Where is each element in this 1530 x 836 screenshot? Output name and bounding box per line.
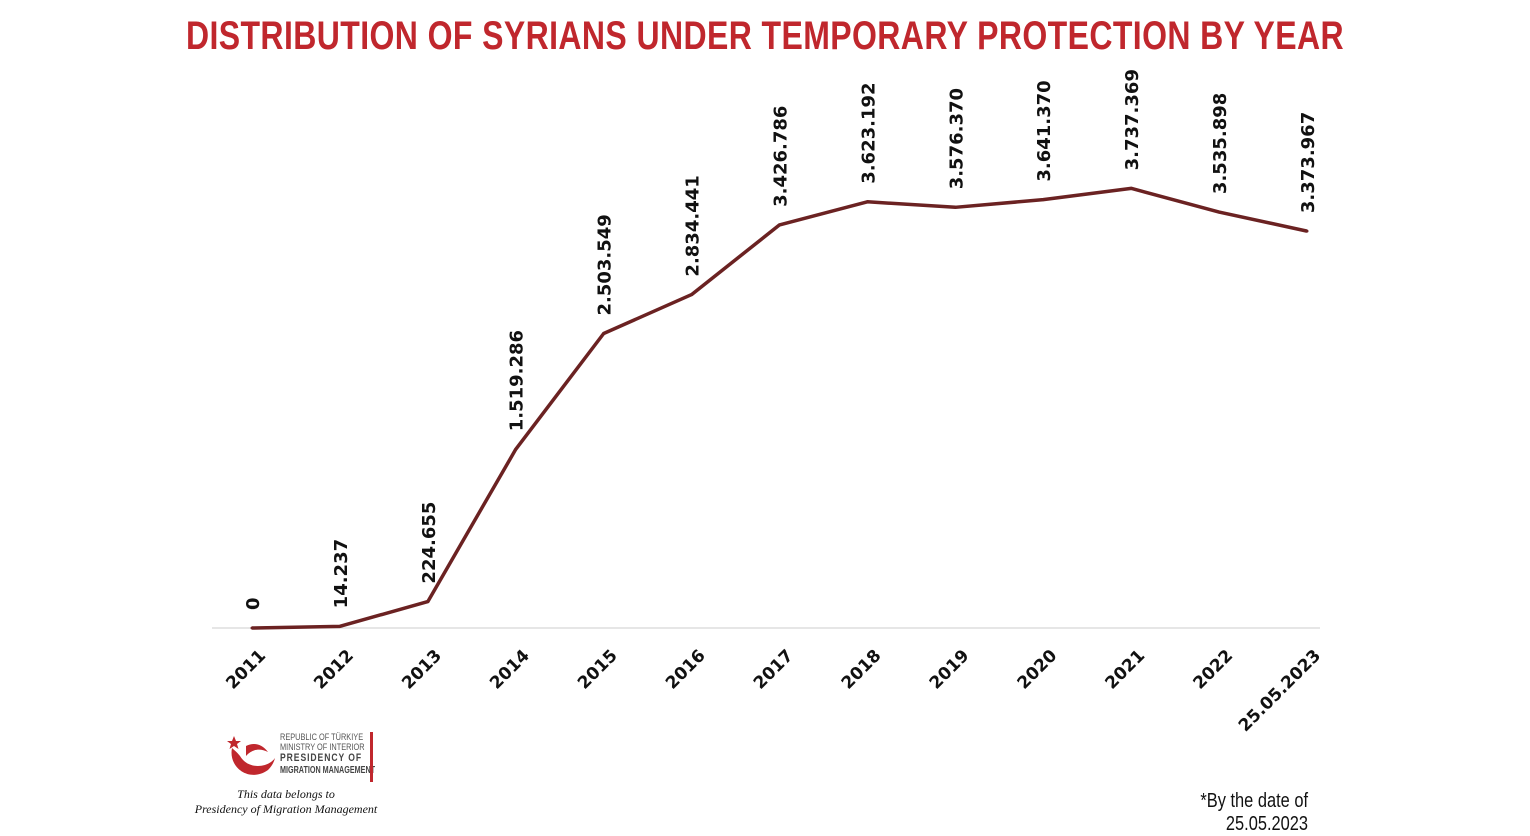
data-label: 3.535.898 xyxy=(1210,93,1231,194)
x-tick-label: 2016 xyxy=(662,646,710,694)
ministry-logo: REPUBLIC OF TÜRKIYE MINISTRY OF INTERIOR… xyxy=(220,728,390,818)
value-labels-group: 0 14.237 224.655 1.519.286 2.503.549 2.834.44… xyxy=(243,69,1319,610)
x-tick-label: 2015 xyxy=(574,646,622,694)
data-point xyxy=(1129,186,1133,190)
series-line xyxy=(251,186,1308,630)
data-point xyxy=(426,600,430,604)
data-point xyxy=(953,205,957,209)
logo-divider xyxy=(370,732,373,782)
logo-text-republic: REPUBLIC OF TÜRKIYE xyxy=(280,732,364,742)
x-tick-label: 2022 xyxy=(1189,646,1237,694)
data-label: 3.737.369 xyxy=(1122,69,1143,170)
x-tick-label: 2012 xyxy=(310,646,358,694)
data-label: 3.426.786 xyxy=(771,106,792,207)
data-point xyxy=(1041,198,1045,202)
credit-line-1: This data belongs to xyxy=(237,787,335,801)
data-point xyxy=(602,332,606,336)
data-label: 14.237 xyxy=(331,539,352,608)
data-point xyxy=(865,200,869,204)
data-label: 3.641.370 xyxy=(1034,80,1055,181)
x-tick-label: 25.05.2023 xyxy=(1235,646,1325,736)
data-label: 2.834.441 xyxy=(683,175,704,276)
data-label: 3.373.967 xyxy=(1298,112,1319,213)
x-tick-label: 2014 xyxy=(486,646,534,694)
series-line-group xyxy=(250,186,1309,630)
data-point xyxy=(1305,229,1309,233)
data-point xyxy=(514,447,518,451)
logo-text-ministry: MINISTRY OF INTERIOR xyxy=(280,742,365,752)
data-label: 0 xyxy=(243,597,264,610)
data-point xyxy=(250,626,254,630)
data-point xyxy=(778,223,781,227)
x-tick-labels-group: 2011 2012 2013 2014 2015 2016 2017 2018 2019 2020… xyxy=(222,646,1325,736)
x-tick-label: 2020 xyxy=(1014,646,1062,694)
footnote: *By the date of 25.05.2023 xyxy=(1200,790,1308,835)
data-point xyxy=(338,624,342,628)
data-point xyxy=(1217,210,1221,214)
x-tick-label: 2019 xyxy=(926,646,974,694)
data-label: 224.655 xyxy=(419,502,440,584)
x-tick-label: 2021 xyxy=(1102,646,1150,694)
page-title: DISTRIBUTION OF SYRIANS UNDER TEMPORARY … xyxy=(185,14,1345,58)
credit-line-2: Presidency of Migration Management xyxy=(194,802,378,816)
data-label: 2.503.549 xyxy=(595,214,616,315)
data-point xyxy=(690,293,694,297)
x-tick-label: 2018 xyxy=(838,646,886,694)
data-label: 3.576.370 xyxy=(946,88,967,189)
data-label: 3.623.192 xyxy=(858,82,879,183)
crescent-star-bird-icon xyxy=(227,736,275,775)
logo-text-migration: MIGRATION MANAGEMENT xyxy=(280,765,376,776)
logo-text-presidency: PRESIDENCY OF xyxy=(280,752,363,764)
data-label: 1.519.286 xyxy=(507,330,528,431)
x-tick-label: 2013 xyxy=(398,646,446,694)
x-tick-label: 2011 xyxy=(222,646,270,694)
x-tick-label: 2017 xyxy=(750,646,798,694)
